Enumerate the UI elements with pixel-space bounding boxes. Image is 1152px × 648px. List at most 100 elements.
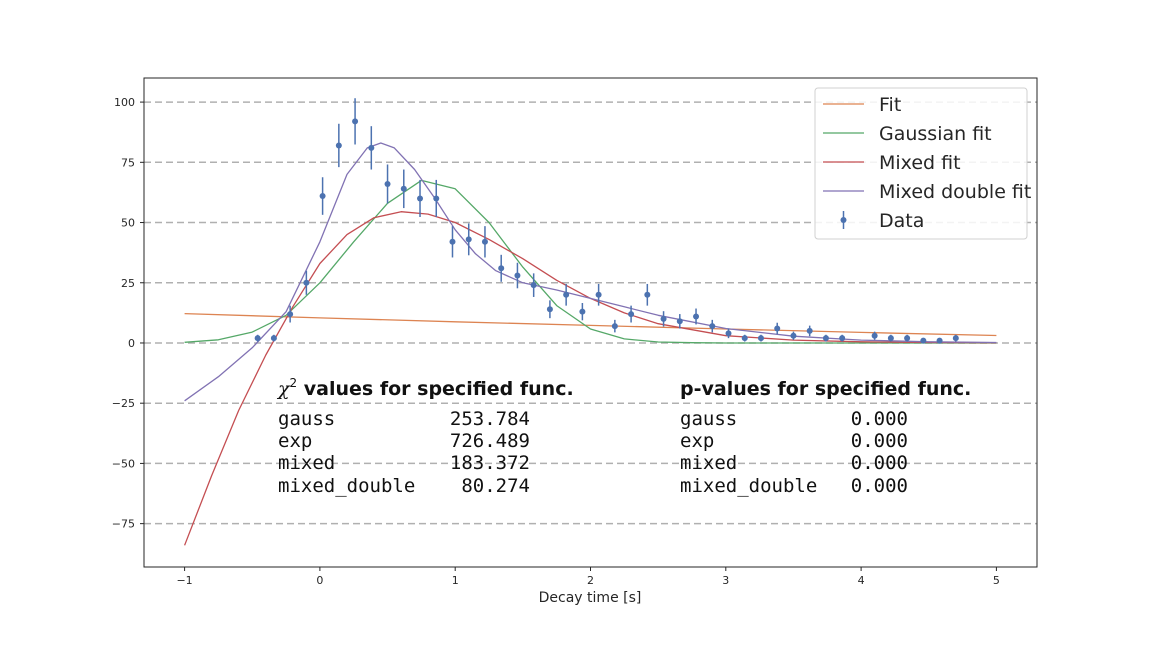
data-point	[498, 265, 505, 272]
pvalue-row-value: 0.000	[851, 430, 908, 452]
data-point	[465, 236, 472, 243]
chi2-row-name: gauss	[278, 408, 335, 430]
data-point	[254, 335, 261, 342]
chi2-row-value: 80.274	[461, 475, 530, 497]
data-point	[611, 323, 618, 330]
pvalue-row-name: exp	[680, 430, 714, 452]
data-point	[417, 195, 424, 202]
y-tick-label: −50	[112, 457, 135, 470]
data-point	[628, 311, 635, 318]
x-tick-label: 2	[587, 574, 594, 587]
data-point	[384, 180, 391, 187]
data-point	[303, 279, 310, 286]
grid	[144, 101, 1037, 525]
y-tick-label: 25	[121, 277, 135, 290]
chi2-sup: 2	[290, 376, 298, 390]
series-line-mixed-double-fit	[184, 142, 997, 402]
legend-entry: Mixed fit	[823, 152, 961, 174]
data-point	[287, 311, 294, 318]
data-point	[920, 337, 927, 344]
data-point	[660, 315, 667, 322]
y-tick-label: 50	[121, 217, 135, 230]
data-point	[579, 308, 586, 315]
data-point	[952, 335, 959, 342]
pvalue-rows: gauss 0.000 exp 0.000 mixed 0.000 mixed_double…	[680, 408, 908, 497]
x-tick-label: 1	[452, 574, 459, 587]
chi2-row-name: mixed	[278, 452, 335, 474]
y-tick-label: 100	[114, 96, 135, 109]
pvalue-row-name: mixed	[680, 452, 737, 474]
legend-entry: Data	[840, 210, 924, 232]
data-point	[822, 335, 829, 342]
legend-box	[814, 87, 1028, 240]
pvalue-title: p-values for specified func.	[680, 378, 971, 400]
legend-marker-swatch	[840, 217, 847, 223]
data-point	[433, 195, 440, 202]
pvalue-row-value: 0.000	[851, 452, 908, 474]
data-point	[741, 335, 748, 342]
data-point	[400, 185, 407, 192]
data-point	[774, 325, 781, 332]
data-point	[319, 193, 326, 200]
legend: Fit Gaussian fit Mixed fit Mixed double fit…	[814, 87, 1031, 240]
data-point	[904, 335, 911, 342]
chi2-row-value: 183.372	[450, 452, 530, 474]
y-tick-label: 75	[121, 156, 135, 169]
chi2-title: χ2 values for specified func.	[276, 376, 574, 400]
series-line-fit	[184, 312, 997, 337]
data-point	[481, 238, 488, 245]
legend-label: Mixed double fit	[879, 181, 1031, 203]
legend-entry: Fit	[823, 94, 901, 116]
data-point	[595, 291, 602, 298]
data-point	[725, 330, 732, 337]
chi2-row-value: 726.489	[450, 430, 530, 452]
data-point	[887, 335, 894, 342]
data-point	[790, 332, 797, 339]
x-axis-label: Decay time [s]	[539, 590, 642, 606]
x-tick-label: 5	[993, 574, 1000, 587]
data-point	[368, 144, 375, 151]
x-tick-label: 4	[858, 574, 865, 587]
y-tick-label: 0	[128, 337, 135, 350]
chi2-row-value: 253.784	[450, 408, 530, 430]
data-point	[693, 313, 700, 320]
x-tick-label: 3	[722, 574, 729, 587]
y-tick-label: −75	[112, 518, 135, 531]
data-point	[352, 118, 359, 125]
data-points	[254, 98, 959, 344]
data-point	[936, 337, 943, 344]
data-point	[530, 282, 537, 289]
chi2-title-text: values for specified func.	[297, 378, 574, 400]
data-point	[644, 291, 651, 298]
data-point	[335, 142, 342, 149]
pvalue-row-name: mixed_double	[680, 475, 817, 497]
legend-entry: Gaussian fit	[823, 123, 992, 145]
data-point	[546, 306, 553, 313]
legend-label: Fit	[879, 94, 901, 116]
plot-series	[183, 142, 997, 546]
pvalue-row-value: 0.000	[851, 475, 908, 497]
x-tick-label: −1	[176, 574, 192, 587]
data-point	[449, 238, 456, 245]
y-tick-label: −25	[112, 397, 135, 410]
legend-label: Gaussian fit	[879, 123, 992, 145]
pvalue-row-name: gauss	[680, 408, 737, 430]
data-point	[270, 335, 277, 342]
chi2-rows: gauss 253.784 exp 726.489 mixed 183.372 mixed_…	[278, 408, 530, 497]
chi2-annotation: χ2 values for specified func. gauss 253.7…	[276, 376, 574, 497]
axes: −75 −50 −25 0 25 50 75 100 −1 0 1 2 3 4 5	[112, 96, 1000, 587]
chi2-row-name: exp	[278, 430, 312, 452]
data-point	[757, 335, 764, 342]
pvalue-row-value: 0.000	[851, 408, 908, 430]
data-point	[871, 332, 878, 339]
data-point	[563, 291, 570, 298]
chi2-row-name: mixed_double	[278, 475, 415, 497]
data-point	[514, 272, 521, 279]
legend-label: Data	[879, 210, 924, 232]
legend-label: Mixed fit	[879, 152, 961, 174]
pvalue-annotation: p-values for specified func. gauss 0.000 e…	[680, 378, 971, 497]
data-point	[806, 327, 813, 334]
x-tick-label: 0	[316, 574, 323, 587]
chi2-symbol: χ	[276, 378, 291, 400]
